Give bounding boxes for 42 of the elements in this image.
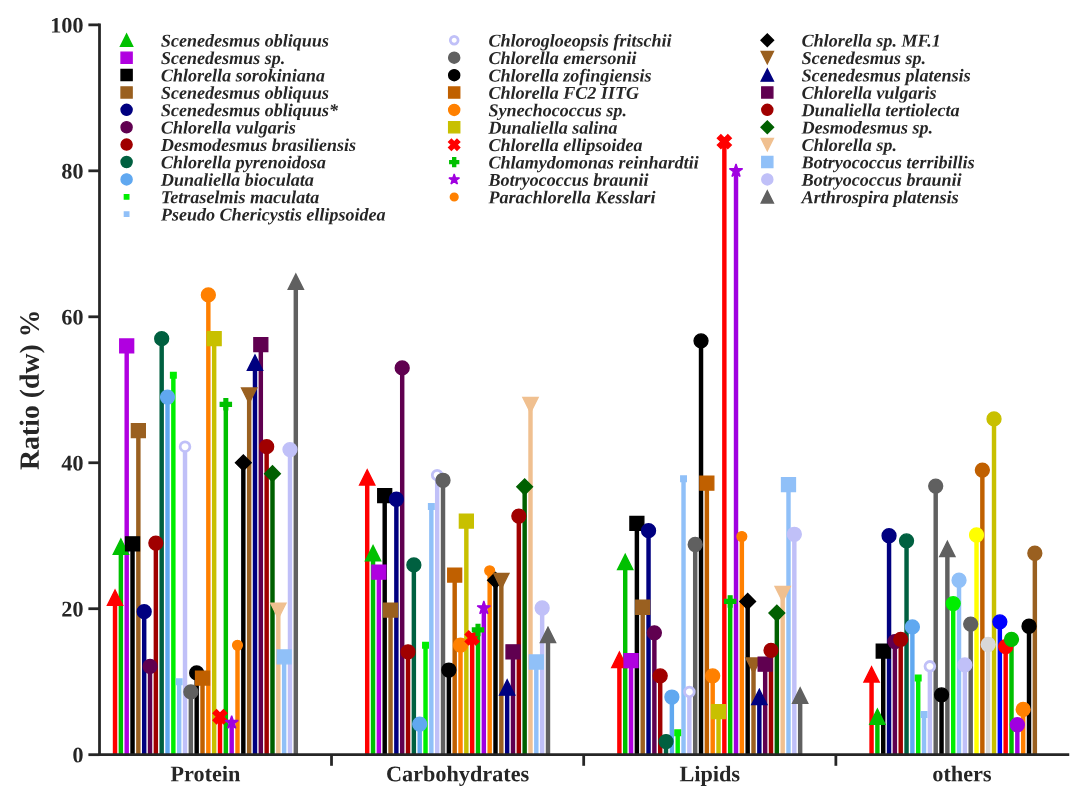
legend-label: Dunaliella salina (488, 121, 617, 134)
legend-label: Scenedesmus platensis (801, 68, 971, 86)
x-tick-label: others (933, 765, 992, 782)
legend-label: Chlorogloeopsis fritschii (489, 33, 672, 51)
y-tick-label: 0 (73, 747, 83, 763)
legend-label: Botryococcus braunii (801, 173, 962, 190)
y-tick-label: 20 (62, 601, 83, 617)
legend-label: Arthrospira platensis (800, 190, 959, 208)
x-tick-label: Lipids (679, 765, 740, 786)
legend-label: Scenedesmus obliquus (161, 86, 329, 103)
legend-label: Chlorella sp. (802, 138, 896, 155)
legend-label: Synechococcus sp. (488, 103, 626, 121)
legend-label: Chlorella zofingiensis (489, 68, 651, 86)
legend-label: Desmodesmus brasiliensis (160, 138, 356, 152)
legend-label: Scenedesmus obliquus (161, 34, 329, 51)
legend-label: Chlorella sorokiniana (161, 68, 325, 82)
legend-label: Parachlorella Kesslari (488, 190, 656, 204)
legend-label: Scenedesmus sp. (801, 51, 925, 68)
legend-label: Scenedesmus obliquus* (161, 103, 339, 120)
legend-label: Tetraselmis maculata (162, 190, 319, 204)
legend-label: Dunaliella bioculata (160, 173, 314, 186)
y-tick-label: 100 (51, 17, 83, 33)
legend-label: Chlorella ellipsoidea (489, 138, 643, 155)
y-tick-label: 60 (62, 309, 83, 325)
legend-label: Botryococcus braunii (488, 173, 649, 190)
legend-label: Dunaliella tertiolecta (801, 103, 960, 117)
legend-label: Chlorella emersonii (489, 51, 637, 65)
legend-label: Scenedesmus sp. (161, 51, 284, 68)
legend-label: Chlamydomonas reinhardtii (489, 155, 699, 173)
legend-label: Botryococcus terribillis (801, 155, 975, 173)
x-tick-label: Protein (170, 765, 241, 782)
y-tick-label: 40 (61, 455, 83, 471)
y-axis-title: Ratio (dw) % (19, 312, 45, 470)
legend-label: Chlorella vulgaris (802, 86, 936, 103)
y-tick-label: 80 (62, 163, 83, 179)
x-tick-label: Carbohydrates (387, 765, 529, 787)
legend-label: Chlorella sp. MF.1 (802, 34, 939, 51)
legend-label: Chlorella FC2 IITG (489, 86, 639, 100)
legend-label: Pseudo Chericystis ellipsoidea (160, 207, 386, 225)
legend-label: Desmodesmus sp. (801, 121, 932, 138)
legend-label: Chlorella pyrenoidosa (161, 155, 326, 173)
legend-label: Chlorella vulgaris (161, 121, 296, 138)
